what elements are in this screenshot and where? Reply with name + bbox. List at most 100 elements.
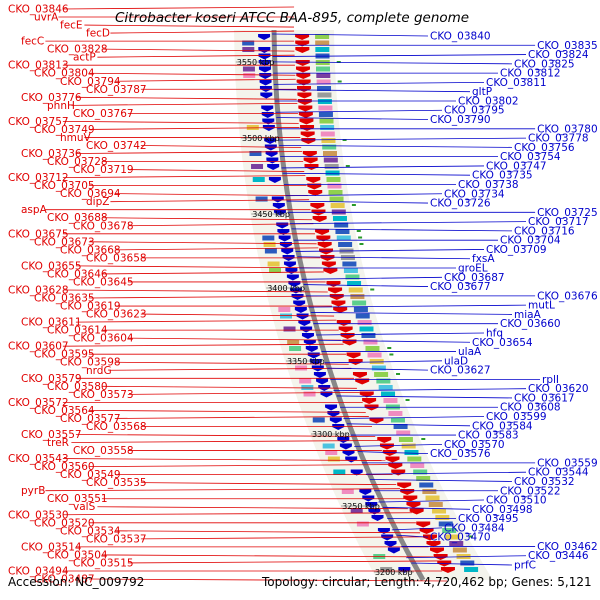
forward-gene [333,307,348,313]
cog-block [316,79,331,85]
gene-label: CKO_03572 [8,397,69,409]
leader-line [127,391,360,395]
cog-block [422,489,437,494]
cog-block [242,47,255,52]
gene-label: CKO_03742 [86,140,147,152]
gene-label: CKO_03617 [514,392,575,404]
gene-label: fxsA [472,253,495,265]
cog-block [432,508,447,514]
gene-label: CKO_03728 [47,156,108,168]
gene-label: CKO_03568 [86,421,147,433]
forward-gene [320,255,335,261]
gene-label: nrdG [86,365,112,377]
leader-line [114,247,319,251]
gene-label: CKO_03704 [500,235,561,247]
cog-block [460,560,475,566]
reverse-gene [359,489,372,495]
forward-gene [308,190,323,196]
gene-label: CKO_03716 [514,225,575,237]
cog-block [374,372,389,377]
leader-line [88,241,317,245]
forward-gene [296,86,311,92]
cog-block [442,528,457,533]
leader-line [318,339,471,343]
gene-label: prfC [514,560,536,572]
rna-mark [342,139,347,141]
forward-gene [296,73,311,79]
gene-label: uvrA [34,12,59,24]
cog-block [398,437,413,442]
gene-label: CKO_03495 [458,513,519,525]
gene-label: CKO_03543 [8,453,69,465]
forward-gene [304,164,319,170]
gene-label: CKO_03825 [514,58,575,70]
reverse-gene [305,346,318,352]
cog-block [464,567,479,572]
leader-line [279,144,513,148]
cog-block [242,66,255,72]
cog-block [280,313,293,319]
reverse-gene [261,105,274,112]
gene-label: CKO_03846 [8,4,69,16]
reverse-gene [303,339,316,346]
gene-label: CKO_03811 [486,77,547,89]
gene-label: dipZ [86,196,109,208]
gene-label: CKO_03611 [21,317,82,329]
reverse-gene [267,164,280,170]
forward-gene [426,541,441,547]
leader-line [315,332,485,336]
leader-line [71,440,379,443]
accession-text: Accession: NC_009792 [8,575,144,589]
gene-label: CKO_03487 [34,574,95,586]
gene-label: CKO_03532 [514,476,575,488]
gene-label: CKO_03709 [486,244,547,256]
gene-label: CKO_03687 [444,272,505,284]
gene-label: CKO_03608 [500,402,561,414]
kbp-marker: 3250 kbp [342,502,380,511]
reverse-gene [371,515,384,521]
forward-gene [299,118,314,125]
rna-mark [358,236,363,239]
cog-block [315,40,330,46]
forward-gene [369,417,384,424]
leader-line [140,145,302,148]
leader-line [291,228,513,232]
rna-mark [337,80,342,83]
gene-label: CKO_03756 [514,142,575,154]
cog-block [269,268,282,273]
gene-label: CKO_03646 [47,268,108,280]
cog-block [320,131,335,137]
leader-line [97,506,408,510]
leader-line [114,361,349,365]
forward-gene [312,216,327,222]
reverse-gene [300,326,313,333]
gene-label: CKO_03484 [444,522,505,534]
leader-line [88,295,330,299]
leader-line [62,289,328,293]
gene-label: CKO_03802 [458,95,519,107]
leader-line [97,54,295,58]
cog-block [390,417,405,423]
gene-label: CKO_03778 [528,133,589,145]
reverse-gene [301,333,314,339]
rna-mark [370,288,375,291]
cog-block [320,125,335,130]
forward-gene [336,320,351,326]
leader-line [75,434,376,437]
gene-label: fecE [60,20,83,32]
reverse-gene [281,248,294,255]
leader-line [88,578,447,582]
leader-line [140,313,335,317]
gene-label: CKO_03705 [34,180,95,192]
cog-block [328,190,343,195]
reverse-gene [316,378,329,385]
cog-block [324,164,339,169]
leader-line [282,172,471,176]
cog-block [419,482,434,488]
leader-line [343,416,485,419]
cog-block [242,40,255,46]
gene-label: CKO_03747 [486,160,547,172]
gene-label: CKO_03717 [528,216,589,228]
reverse-gene [291,294,304,300]
gene-label: CKO_03584 [472,420,533,432]
